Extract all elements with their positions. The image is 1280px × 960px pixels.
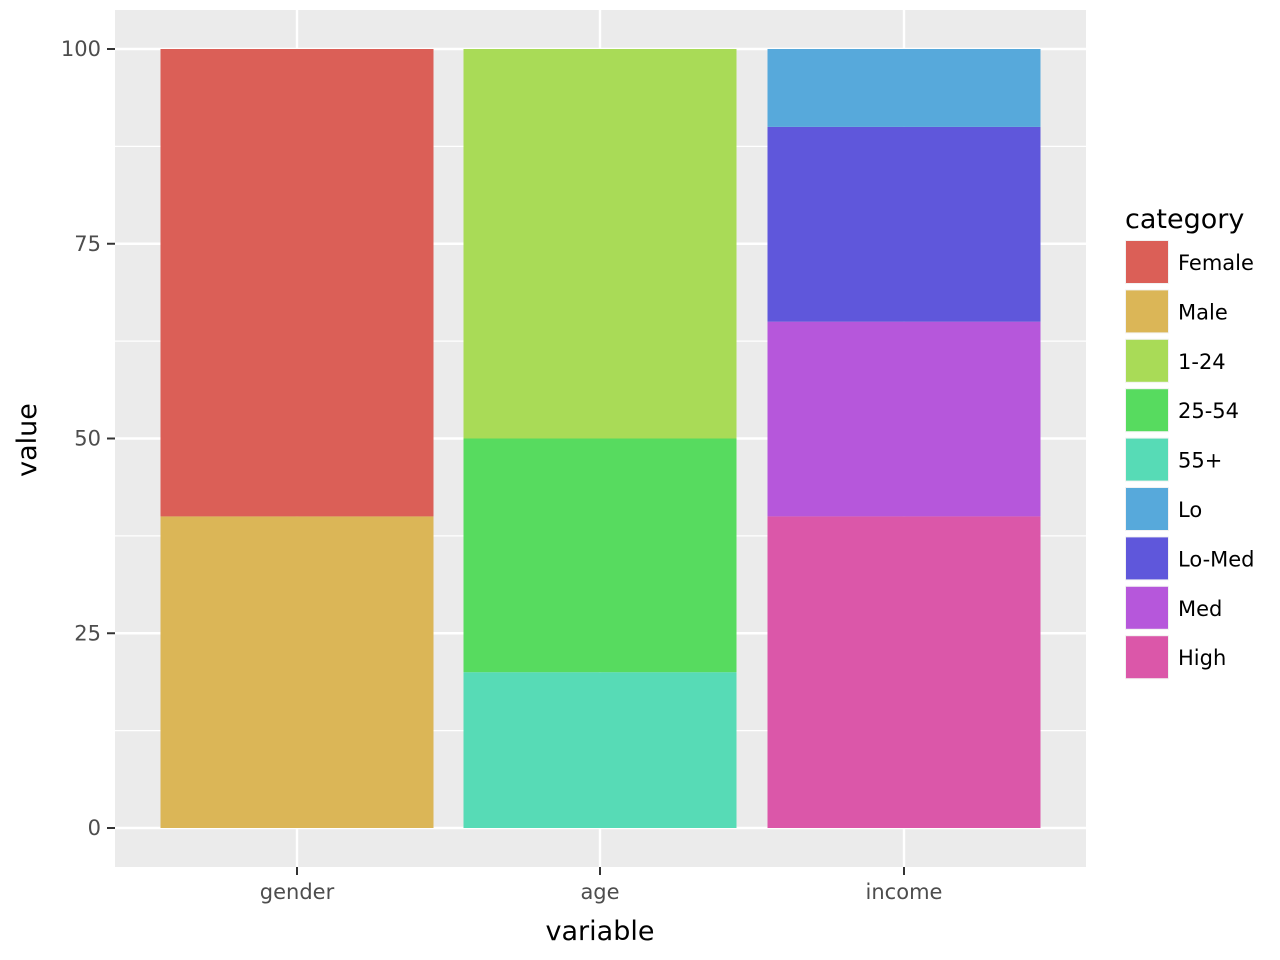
y-tick-label: 50: [74, 427, 101, 451]
y-axis-title: value: [12, 403, 43, 477]
legend-swatch: [1126, 636, 1168, 679]
legend-label: Lo-Med: [1178, 547, 1255, 571]
x-tick-label: income: [866, 880, 943, 904]
legend-label: 25-54: [1178, 399, 1239, 423]
bar-segment-income-high: [767, 516, 1041, 828]
axes: 0 25 50 75 100 gender age income: [61, 37, 943, 904]
bar-segment-age-55-: [463, 672, 737, 828]
legend-swatch: [1126, 339, 1168, 382]
bar-segment-gender-female: [160, 49, 434, 517]
legend-swatch: [1126, 290, 1168, 333]
x-axis-title: variable: [546, 916, 655, 947]
y-tick-label: 0: [88, 816, 101, 840]
bar-segment-income-med: [767, 321, 1041, 517]
bar-segment-age-1-24: [463, 49, 737, 439]
legend-swatch: [1126, 241, 1168, 283]
legend-label: 1-24: [1178, 350, 1226, 374]
bars: [160, 49, 1041, 828]
legend-swatch: [1126, 389, 1168, 432]
bar-segment-income-lo: [767, 49, 1041, 127]
y-tick-label: 100: [61, 37, 101, 61]
bar-segment-income-lo-med: [767, 126, 1041, 322]
bar-segment-age-25-54: [463, 438, 737, 673]
legend-label: Med: [1178, 597, 1222, 621]
bar-segment-gender-male: [160, 516, 434, 828]
legend-label: High: [1178, 646, 1226, 670]
legend-swatch: [1126, 438, 1168, 481]
y-tick-label: 25: [74, 621, 101, 645]
legend-label: Male: [1178, 300, 1228, 324]
legend-label: Lo: [1178, 498, 1202, 522]
x-tick-label: gender: [260, 880, 335, 904]
legend-label: 55+: [1178, 449, 1222, 473]
legend-swatch: [1126, 488, 1168, 530]
y-tick-label: 75: [74, 232, 101, 256]
legend-swatch: [1126, 537, 1168, 580]
legend-label: Female: [1178, 251, 1254, 275]
x-tick-label: age: [580, 880, 619, 904]
legend-title: category: [1125, 204, 1244, 235]
legend: category Female Male 1-24 25-54 55+ Lo Lo-Med M…: [1125, 204, 1255, 680]
legend-swatch: [1126, 586, 1168, 629]
